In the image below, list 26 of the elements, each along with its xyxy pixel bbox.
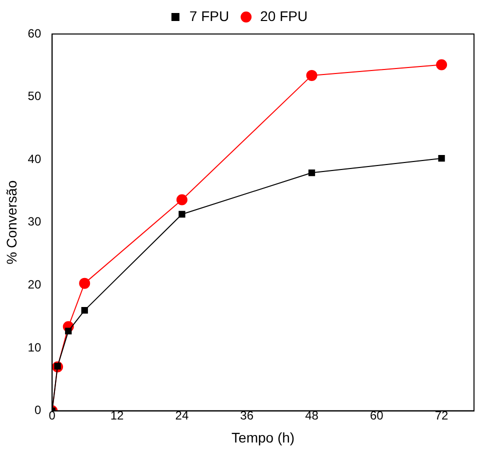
x-tick-label: 24 xyxy=(175,408,189,422)
legend-label: 7 FPU xyxy=(189,8,230,24)
y-tick-label: 10 xyxy=(28,340,42,354)
point xyxy=(436,59,448,70)
y-tick-label: 50 xyxy=(28,89,42,104)
point xyxy=(306,70,318,81)
x-axis-title: Tempo (h) xyxy=(232,429,295,446)
x-tick-label: 36 xyxy=(240,408,254,422)
point xyxy=(176,194,188,206)
y-tick-label: 30 xyxy=(28,214,42,229)
x-tick-label: 60 xyxy=(370,408,384,422)
y-axis-title: % Conversão xyxy=(3,180,20,264)
legend-label: 20 FPU xyxy=(260,8,308,24)
point xyxy=(79,278,90,289)
point xyxy=(65,328,72,334)
x-tick-label: 12 xyxy=(110,408,124,422)
point xyxy=(178,210,186,218)
point xyxy=(81,306,88,314)
point xyxy=(438,155,445,162)
y-tick-label: 60 xyxy=(28,26,42,40)
y-tick-label: 40 xyxy=(28,152,42,166)
x-tick-label: 0 xyxy=(48,408,56,422)
point xyxy=(308,169,316,176)
y-tick-label: 20 xyxy=(28,278,42,292)
x-tick-label: 48 xyxy=(305,408,319,422)
x-tick-label: 72 xyxy=(434,408,449,422)
